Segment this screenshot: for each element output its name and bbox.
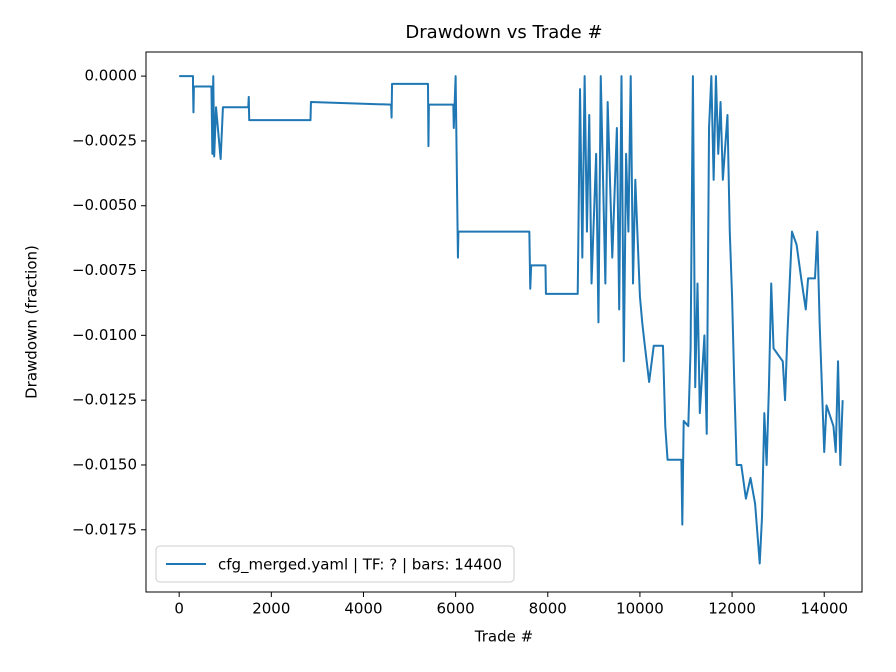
x-tick-label: 10000 — [616, 600, 664, 618]
legend-label: cfg_merged.yaml | TF: ? | bars: 14400 — [218, 556, 502, 575]
x-tick-label: 0 — [174, 600, 184, 618]
x-tick-label: 8000 — [529, 600, 567, 618]
y-tick-label: 0.0000 — [85, 67, 138, 85]
y-tick-label: −0.0125 — [72, 391, 137, 409]
y-tick-label: −0.0100 — [72, 326, 137, 344]
y-tick-label: −0.0075 — [72, 261, 137, 279]
x-tick-label: 12000 — [708, 600, 756, 618]
y-tick-label: −0.0050 — [72, 196, 137, 214]
x-tick-label: 6000 — [437, 600, 475, 618]
y-tick-label: −0.0025 — [72, 131, 137, 149]
y-tick-label: −0.0175 — [72, 520, 137, 538]
data-line — [179, 75, 844, 565]
plot-frame — [145, 51, 863, 593]
x-tick-label: 2000 — [252, 600, 290, 618]
legend-box — [155, 545, 515, 583]
y-tick-label: −0.0150 — [72, 455, 137, 473]
x-axis-label: Trade # — [474, 628, 533, 646]
y-axis-label: Drawdown (fraction) — [23, 245, 41, 399]
x-tick-label: 4000 — [344, 600, 382, 618]
chart-title: Drawdown vs Trade # — [405, 22, 602, 43]
x-tick-label: 14000 — [800, 600, 848, 618]
